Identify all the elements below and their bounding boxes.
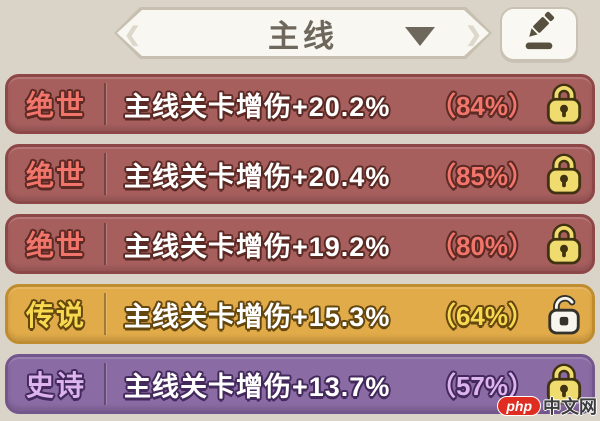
chevron-left-icon: ❮ [124,24,141,46]
buff-description: 主线关卡增伤+13.7% [124,371,391,402]
php-badge: php [497,396,541,416]
lock-open-icon[interactable] [544,291,584,337]
row-divider [104,153,106,195]
row-divider [104,83,106,125]
lock-closed-icon[interactable] [544,151,584,197]
buff-row[interactable]: 绝世 主线关卡增伤+19.2% （80%） [5,214,595,274]
buff-row[interactable]: 绝世 主线关卡增伤+20.4% （85%） [5,144,595,204]
buff-percent: （57%） [429,370,534,401]
chevron-down-icon [405,27,435,46]
watermark: php 中文网 [497,393,597,419]
edit-button[interactable] [500,7,578,61]
dropdown-inner: ❮ 主线 ❯ [117,10,489,56]
buff-percent: （80%） [429,230,534,261]
buff-row[interactable]: 绝世 主线关卡增伤+20.2% （84%） [5,74,595,134]
category-dropdown[interactable]: ❮ 主线 ❯ [114,7,492,59]
row-divider [104,223,106,265]
rarity-label: 绝世 [25,160,86,191]
buff-list: 绝世 主线关卡增伤+20.2% （84%） 绝世 主线关卡增伤+20.4% （8… [0,74,600,421]
buff-description: 主线关卡增伤+15.3% [124,301,391,332]
rarity-label: 绝世 [25,90,86,121]
rarity-label: 史诗 [25,370,86,401]
row-divider [104,293,106,335]
header-bar: ❮ 主线 ❯ [0,0,600,70]
buff-row[interactable]: 传说 主线关卡增伤+15.3% （64%） [5,284,595,344]
dropdown-label: 主线 [268,18,338,54]
rarity-label: 传说 [25,300,86,331]
buff-description: 主线关卡增伤+20.4% [124,161,391,192]
buff-description: 主线关卡增伤+20.2% [124,91,391,122]
watermark-text: 中文网 [543,397,597,417]
lock-closed-icon[interactable] [544,81,584,127]
buff-percent: （84%） [429,90,534,121]
rarity-label: 绝世 [25,230,86,261]
pencil-icon [518,11,560,58]
chevron-right-icon: ❯ [465,24,482,46]
buff-percent: （85%） [429,160,534,191]
buff-row[interactable]: 史诗 主线关卡增伤+13.7% （57%） [5,354,595,414]
row-divider [104,363,106,405]
buff-percent: （64%） [429,300,534,331]
lock-closed-icon[interactable] [544,361,584,407]
buff-description: 主线关卡增伤+19.2% [124,231,391,262]
lock-closed-icon[interactable] [544,221,584,267]
